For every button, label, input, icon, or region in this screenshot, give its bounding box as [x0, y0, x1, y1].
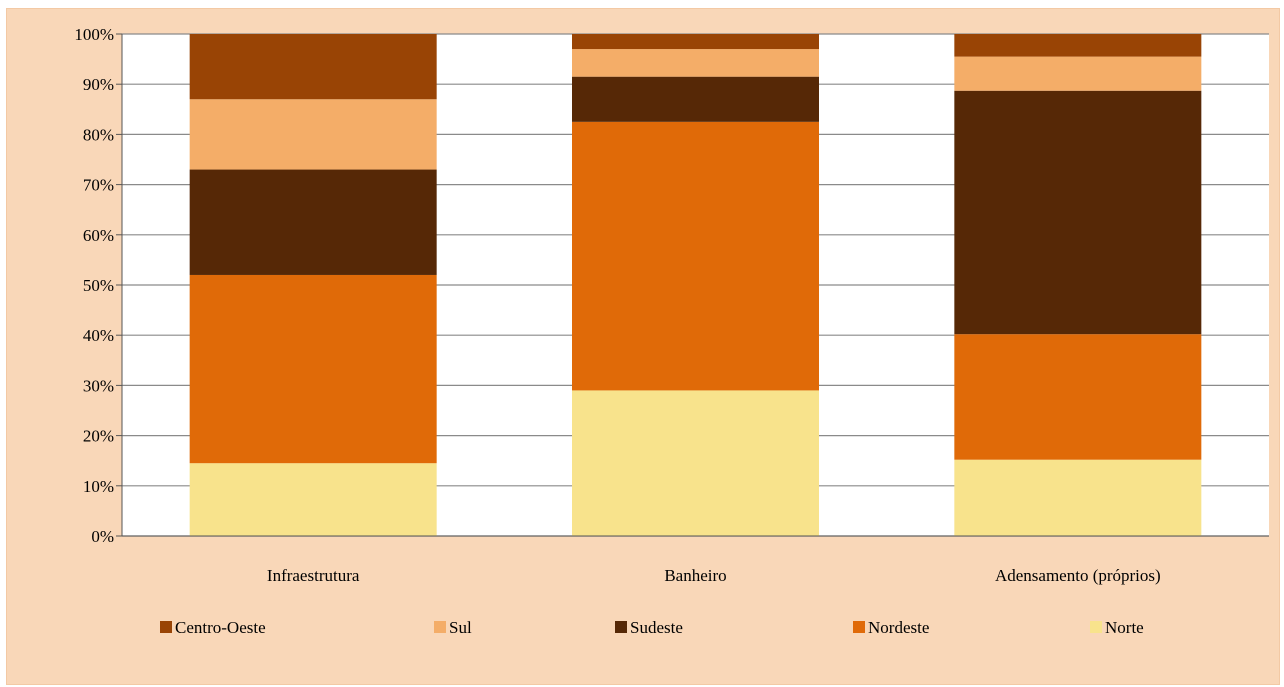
bar-segment-norte	[572, 390, 819, 536]
legend-swatch	[853, 621, 865, 633]
bar-segment-sul	[189, 99, 437, 170]
legend-label: Centro-Oeste	[175, 618, 266, 637]
legend: Centro-Oeste Sul Sudeste Nordeste Norte	[160, 618, 1144, 637]
legend-label: Nordeste	[868, 618, 929, 637]
legend-swatch	[434, 621, 446, 633]
y-tick-label: 10%	[83, 477, 114, 496]
bar-segment-nordeste	[572, 121, 819, 391]
x-axis-labels: Infraestrutura Banheiro Adensamento (própr…	[267, 566, 1161, 585]
bar-segment-sul	[954, 56, 1202, 91]
legend-label: Sudeste	[630, 618, 683, 637]
y-tick-label: 60%	[83, 226, 114, 245]
y-tick-label: 30%	[83, 376, 114, 395]
bar-segment-norte	[954, 459, 1202, 536]
y-tick-label: 90%	[83, 75, 114, 94]
y-tick-label: 0%	[91, 527, 114, 546]
y-tick-label: 80%	[83, 125, 114, 144]
bar-segment-sul	[572, 49, 819, 77]
bar-segment-norte	[189, 463, 437, 536]
bar-segment-centro-oeste	[954, 34, 1202, 57]
y-tick-label: 100%	[74, 25, 114, 44]
bar-segment-sudeste	[189, 169, 437, 275]
legend-swatch	[1090, 621, 1102, 633]
bars	[189, 34, 1202, 536]
x-category-label: Infraestrutura	[267, 566, 360, 585]
bar-segment-centro-oeste	[189, 34, 437, 100]
y-tick-label: 20%	[83, 427, 114, 446]
legend-swatch	[160, 621, 172, 633]
y-axis-ticks: 0% 10% 20% 30% 40% 50% 60% 70% 80% 90% 100%	[74, 25, 122, 546]
y-tick-label: 40%	[83, 326, 114, 345]
legend-label: Sul	[449, 618, 472, 637]
x-category-label: Banheiro	[664, 566, 726, 585]
x-category-label: Adensamento (próprios)	[995, 566, 1161, 585]
bar-segment-sudeste	[954, 90, 1202, 335]
bar-segment-nordeste	[954, 334, 1202, 460]
bar-segment-sudeste	[572, 76, 819, 122]
y-tick-label: 70%	[83, 176, 114, 195]
y-tick-label: 50%	[83, 276, 114, 295]
legend-swatch	[615, 621, 627, 633]
bar-segment-nordeste	[189, 274, 437, 464]
bar-segment-centro-oeste	[572, 34, 819, 50]
legend-label: Norte	[1105, 618, 1144, 637]
